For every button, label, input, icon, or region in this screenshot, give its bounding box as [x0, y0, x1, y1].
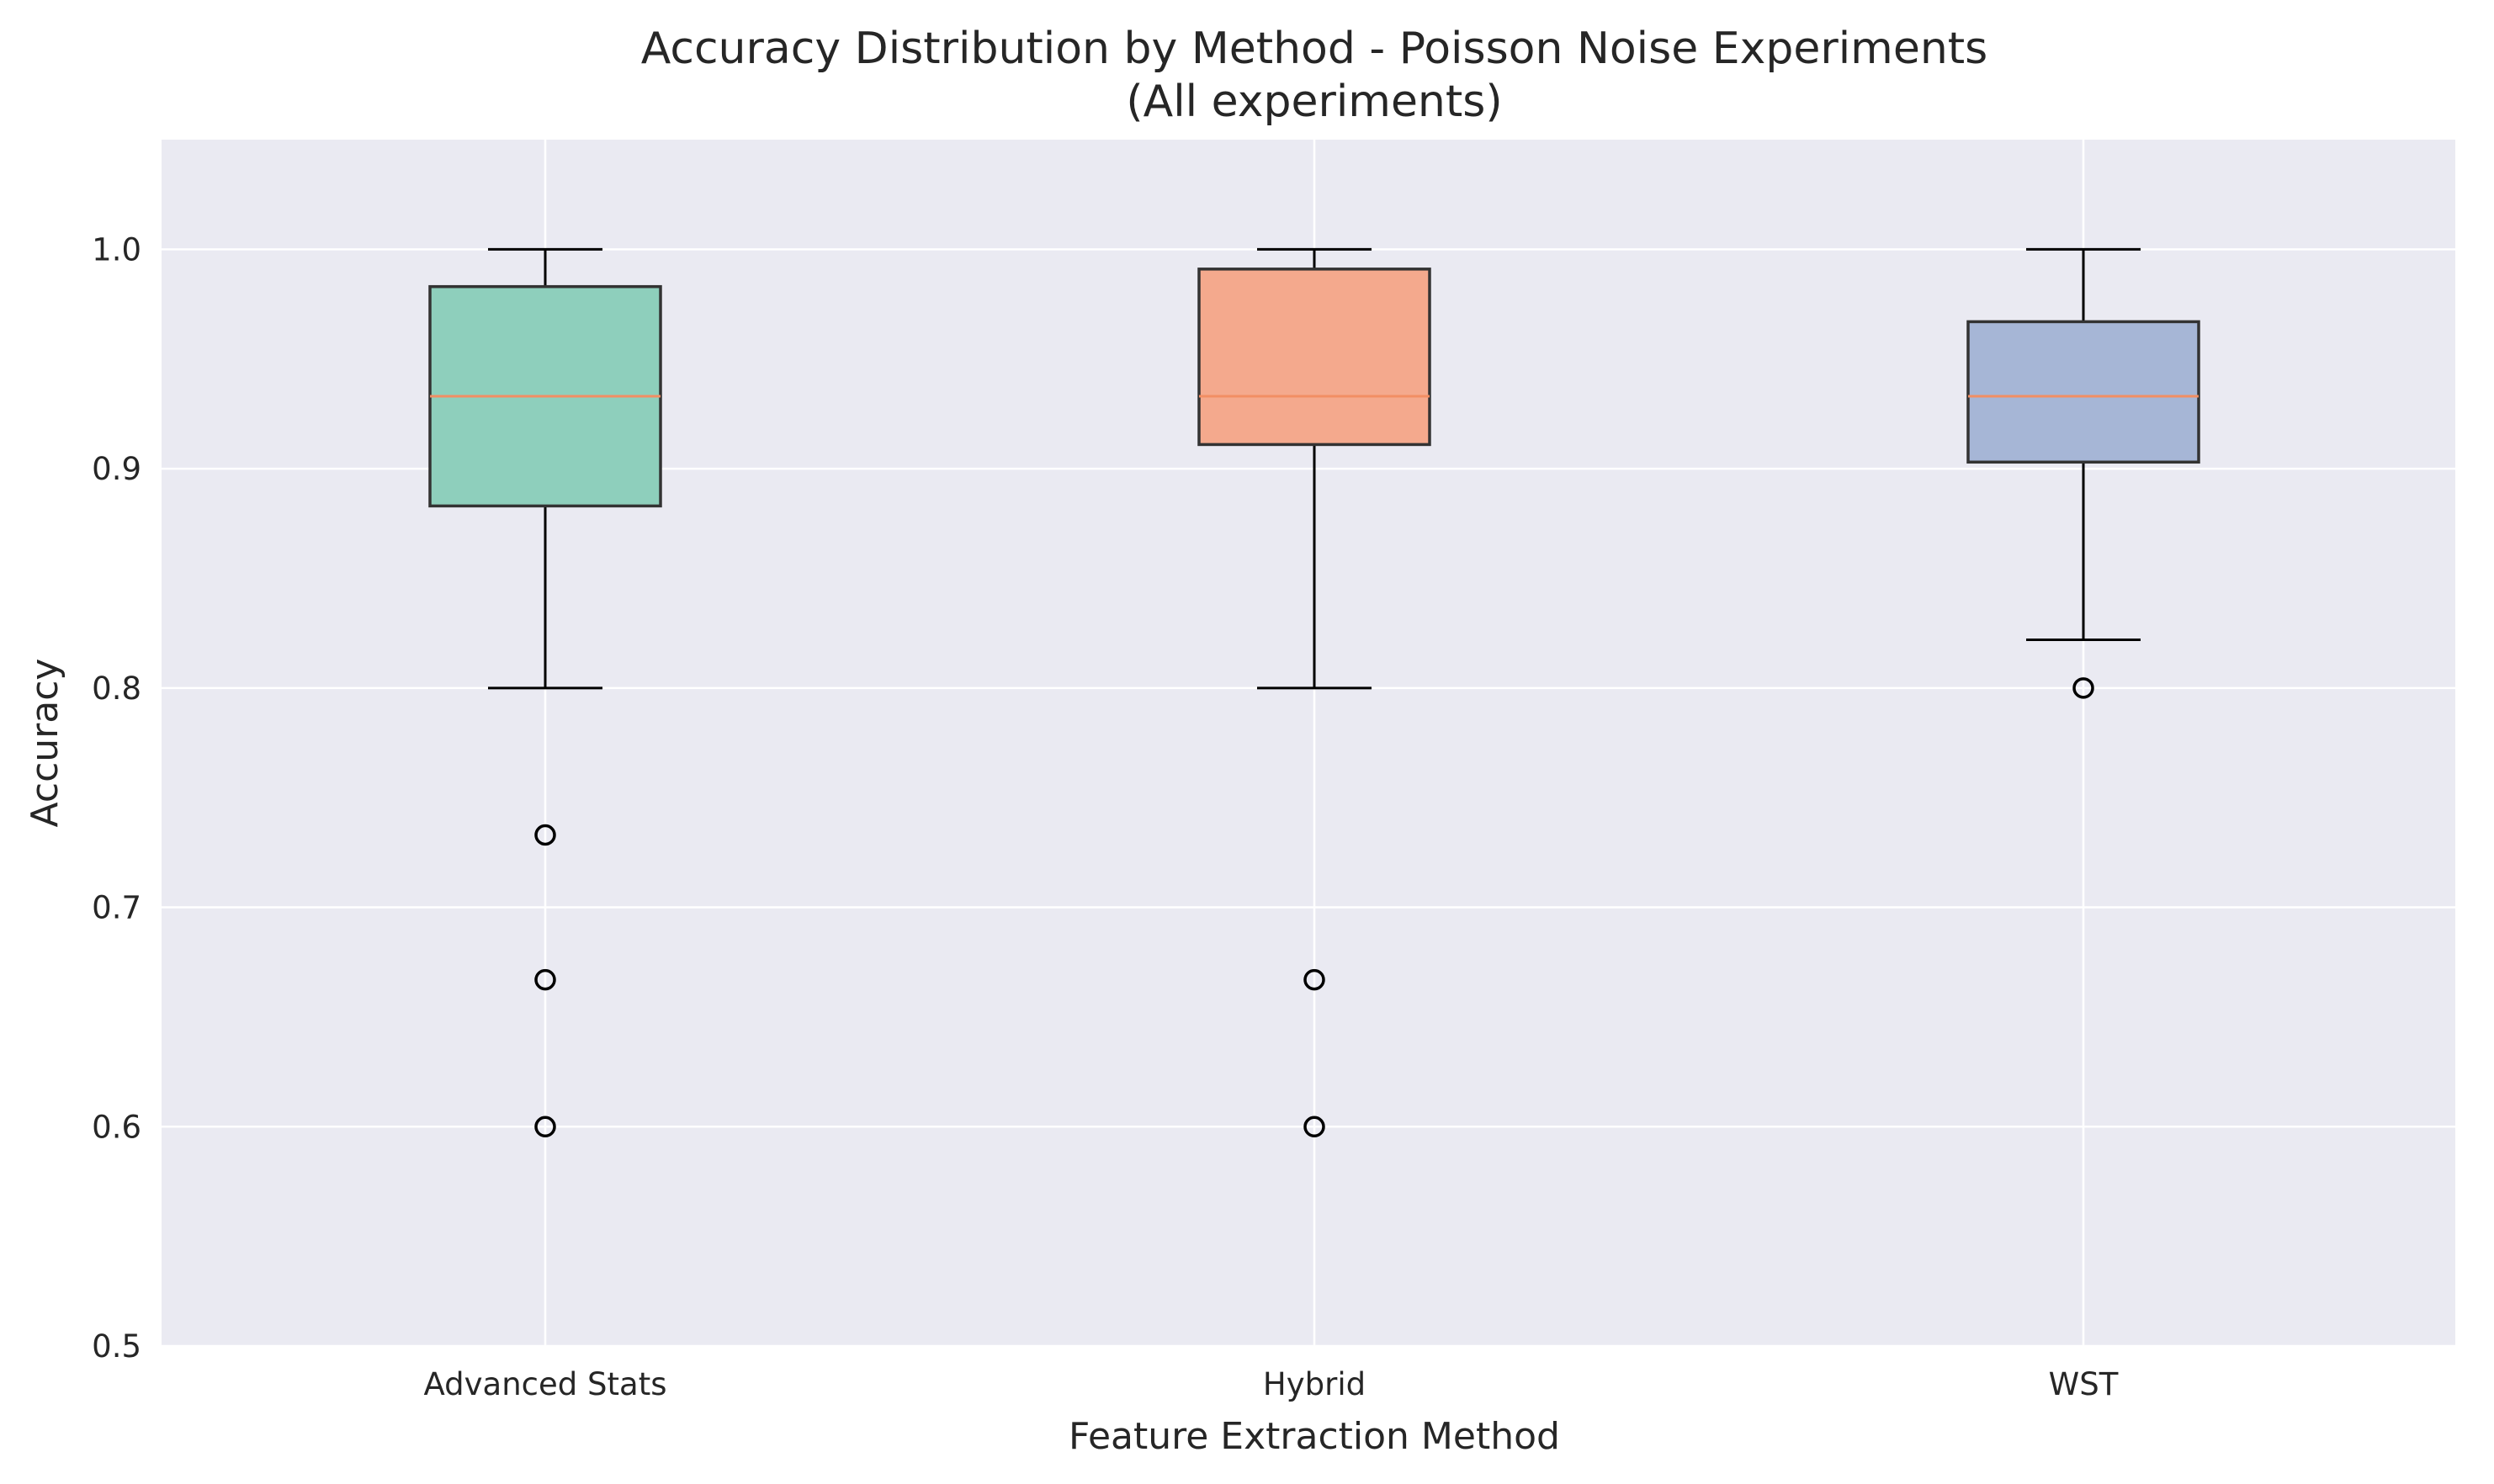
chart-title: Accuracy Distribution by Method - Poisso… [641, 24, 1988, 74]
y-tick-label: 1.0 [92, 231, 141, 268]
iqr-box [1966, 320, 2200, 464]
outlier-point [1303, 968, 1325, 991]
x-tick-label: Advanced Stats [424, 1366, 667, 1402]
boxes-group [428, 247, 2200, 1138]
box-advanced-stats [428, 247, 662, 1138]
outlier-point [2072, 677, 2094, 699]
x-tick-label: Hybrid [1263, 1366, 1366, 1402]
chart-subtitle: (All experiments) [1126, 77, 1502, 127]
y-tick-label: 0.5 [92, 1328, 141, 1365]
x-tick-labels: Advanced Stats Hybrid WST [424, 1366, 2119, 1402]
x-axis-label: Feature Extraction Method [1069, 1415, 1560, 1458]
outlier-point [534, 1116, 556, 1138]
y-axis-label: Accuracy [24, 659, 66, 828]
y-tick-labels: 0.5 0.6 0.7 0.8 0.9 1.0 [92, 231, 141, 1365]
outlier-point [1303, 1116, 1325, 1138]
x-tick-label: WST [2049, 1366, 2119, 1402]
y-tick-label: 0.6 [92, 1109, 141, 1145]
y-tick-label: 0.9 [92, 451, 141, 487]
outlier-point [534, 968, 556, 991]
y-tick-label: 0.8 [92, 670, 141, 707]
box-wst [1966, 247, 2200, 699]
y-tick-label: 0.7 [92, 890, 141, 926]
outlier-point [534, 824, 556, 846]
iqr-box [1197, 268, 1431, 447]
box-hybrid [1197, 247, 1431, 1138]
